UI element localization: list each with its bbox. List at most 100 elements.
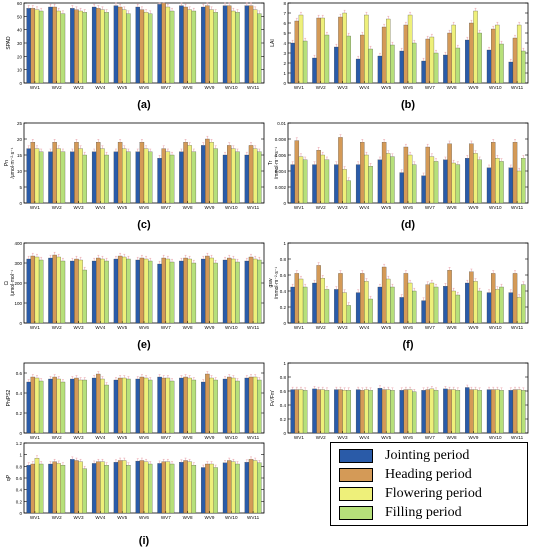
bar-wv10-s0 (222, 378, 228, 434)
y-axis-label: Pn/μmol·m⁻²·s⁻¹ (4, 147, 16, 178)
bar-wv11-s0 (508, 292, 514, 324)
bar-wv10-s1 (227, 257, 232, 324)
bar-wv3-s3 (82, 154, 87, 204)
bar-wv1-s2 (298, 156, 304, 204)
bar-wv2-s3 (324, 390, 330, 434)
y-tick-label: 0.006 (275, 153, 287, 158)
bar-wv6-s1 (139, 376, 145, 434)
bar-wv8-s1 (183, 257, 188, 324)
y-tick-label: 0 (19, 431, 22, 436)
bar-wv3-s2 (78, 461, 83, 514)
y-tick-label: 30 (17, 41, 23, 46)
bar-wv3-s2 (342, 292, 347, 324)
bar-wv10-s3 (235, 261, 240, 324)
bar-wv10-s1 (227, 145, 232, 204)
x-tick-label: WV5 (381, 85, 391, 90)
y-tick-label: 0 (283, 321, 286, 326)
bar-wv8-s2 (451, 162, 456, 204)
panel-0: 0 10 20 30 40 50 60 SPAD WV1 WV2 WV3 WV4 WV5 WV6 WV7 WV… (6, 1, 265, 111)
x-tick-label: WV11 (247, 515, 260, 520)
x-tick-label: WV2 (52, 515, 62, 520)
bar-wv10-s2 (495, 289, 500, 324)
bar-wv4-s0 (91, 151, 97, 204)
bar-wv8-s1 (447, 389, 452, 434)
bar-wv7-s1 (161, 148, 166, 204)
bar-wv1-s3 (38, 10, 44, 84)
bar-wv9-s2 (473, 10, 478, 84)
bar-wv10-s1 (491, 389, 496, 434)
bar-wv6-s1 (403, 273, 409, 324)
legend-swatch-filling (339, 506, 373, 520)
x-tick-label: WV4 (95, 85, 105, 90)
bar-wv9-s2 (473, 281, 478, 324)
x-tick-label: WV8 (183, 325, 193, 330)
y-tick-label: 7 (283, 11, 286, 16)
bar-wv6-s1 (403, 24, 409, 84)
bar-wv9-s0 (201, 145, 206, 204)
x-tick-label: WV1 (294, 85, 304, 90)
x-tick-label: WV7 (161, 85, 171, 90)
bar-wv1-s0 (290, 286, 295, 324)
bar-wv2-s0 (48, 151, 53, 204)
bar-wv7-s2 (165, 258, 171, 324)
bar-wv6-s2 (143, 377, 149, 434)
bar-wv8-s3 (455, 294, 461, 324)
bar-wv9-s3 (477, 159, 482, 204)
bar-wv6-s3 (412, 42, 417, 84)
y-axis-label: SPAD (6, 36, 12, 50)
bar-wv8-s1 (183, 376, 188, 434)
bar-wv4-s2 (364, 281, 369, 324)
bar-wv4-s3 (104, 154, 109, 204)
bar-wv10-s1 (491, 28, 496, 84)
y-tick-label: 0.01 (277, 121, 286, 126)
x-tick-label: WV8 (183, 515, 193, 520)
y-tick-label: 0 (19, 511, 22, 516)
bar-wv11-s0 (244, 5, 250, 84)
panel-label: (f) (403, 339, 414, 351)
x-tick-label: WV2 (316, 435, 326, 440)
bar-wv7-s1 (161, 2, 166, 84)
bar-wv4-s0 (91, 260, 97, 324)
bar-wv3-s0 (334, 289, 339, 324)
bar-wv8-s3 (191, 379, 197, 434)
bar-wv5-s3 (390, 286, 395, 324)
y-tick-label: 0 (283, 81, 286, 86)
x-tick-label: WV10 (489, 435, 502, 440)
bar-wv3-s1 (74, 460, 79, 514)
bar-wv11-s3 (257, 151, 262, 204)
x-tick-label: WV4 (359, 325, 369, 330)
bar-wv11-s1 (248, 376, 254, 434)
bar-wv10-s2 (231, 10, 236, 84)
bar-wv10-s3 (235, 151, 240, 204)
bar-wv4-s0 (355, 58, 361, 84)
bar-wv1-s2 (298, 278, 304, 324)
bar-wv7-s0 (421, 390, 426, 434)
bar-wv4-s0 (355, 164, 361, 204)
y-tick-label: 100 (14, 301, 22, 306)
x-tick-label: WV6 (139, 515, 149, 520)
bar-wv3-s1 (338, 273, 343, 324)
bar-wv5-s1 (117, 6, 123, 84)
y-tick-label: 1 (19, 453, 22, 458)
x-tick-label: WV4 (359, 85, 369, 90)
x-tick-label: WV2 (52, 325, 62, 330)
bar-wv8-s0 (179, 5, 184, 84)
bar-wv8-s0 (179, 462, 184, 514)
bar-wv6-s3 (412, 391, 417, 434)
bar-wv7-s2 (165, 6, 171, 84)
y-tick-label: 0 (19, 201, 22, 206)
bar-wv9-s1 (469, 271, 474, 324)
bar-wv4-s1 (96, 257, 101, 324)
x-tick-label: WV11 (511, 85, 524, 90)
x-tick-label: WV6 (403, 85, 413, 90)
bar-wv2-s1 (52, 376, 57, 434)
bar-wv6-s0 (399, 50, 404, 84)
x-tick-label: WV5 (117, 515, 127, 520)
x-tick-label: WV11 (247, 205, 260, 210)
bar-wv11-s2 (516, 24, 522, 84)
y-tick-label: 60 (17, 1, 23, 6)
bar-wv10-s0 (222, 462, 228, 514)
bar-wv9-s2 (209, 9, 214, 84)
bar-wv2-s3 (324, 159, 330, 204)
bar-wv9-s1 (205, 373, 210, 434)
